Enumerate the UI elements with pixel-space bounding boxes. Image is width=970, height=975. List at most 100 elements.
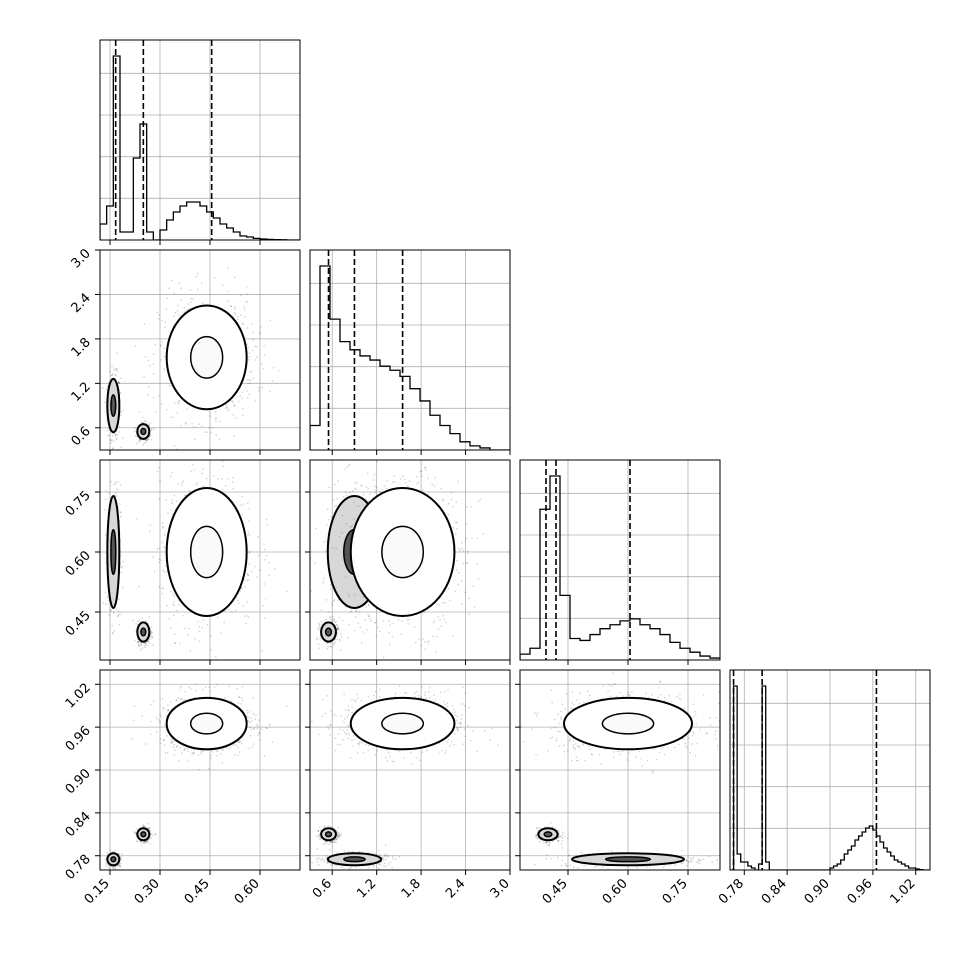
scatter-point: [206, 432, 207, 433]
scatter-point: [330, 643, 331, 644]
scatter-point: [158, 318, 159, 319]
scatter-point: [175, 312, 176, 313]
scatter-point: [270, 320, 271, 321]
scatter-point: [251, 323, 252, 324]
scatter-point: [170, 627, 171, 628]
scatter-point: [367, 473, 368, 474]
scatter-point: [222, 285, 223, 286]
scatter-point: [179, 283, 180, 284]
scatter-point: [360, 485, 361, 486]
scatter-point: [452, 635, 453, 636]
scatter-point: [448, 514, 449, 515]
scatter-point: [463, 563, 464, 564]
scatter-point: [215, 420, 216, 421]
scatter-point: [197, 621, 198, 622]
scatter-point: [149, 843, 150, 844]
scatter-point: [237, 319, 238, 320]
scatter-point: [330, 585, 331, 586]
scatter-point: [398, 620, 399, 621]
scatter-point: [333, 642, 334, 643]
scatter-point: [433, 622, 434, 623]
scatter-point: [286, 590, 287, 591]
scatter-point: [383, 656, 384, 657]
scatter-point: [365, 606, 366, 607]
scatter-point: [421, 471, 422, 472]
scatter-point: [216, 434, 217, 435]
scatter-point: [234, 277, 235, 278]
scatter-point: [214, 277, 215, 278]
scatter-point: [256, 346, 257, 347]
scatter-point: [260, 331, 261, 332]
scatter-point: [159, 395, 160, 396]
scatter-point: [461, 580, 462, 581]
y-tick-label: 0.45: [63, 608, 94, 639]
scatter-point: [333, 644, 334, 645]
scatter-point: [211, 635, 212, 636]
scatter-point: [162, 593, 163, 594]
scatter-point: [166, 571, 167, 572]
scatter-point: [393, 475, 394, 476]
scatter-point: [372, 451, 373, 452]
scatter-point: [158, 586, 159, 587]
scatter-point: [163, 348, 164, 349]
scatter-point: [113, 369, 114, 370]
scatter-point: [219, 421, 220, 422]
scatter-point: [152, 632, 153, 633]
scatter-point: [264, 583, 265, 584]
scatter-point: [204, 431, 205, 432]
scatter-point: [245, 616, 246, 617]
scatter-point: [112, 625, 113, 626]
scatter-point: [352, 490, 353, 491]
scatter-point: [254, 401, 255, 402]
y-tick-label: 1.2: [69, 380, 94, 405]
scatter-point: [435, 651, 436, 652]
scatter-point: [434, 477, 435, 478]
scatter-point: [120, 572, 121, 573]
scatter-point: [201, 426, 202, 427]
scatter-point: [318, 643, 319, 644]
scatter-point: [348, 624, 349, 625]
scatter-point: [112, 435, 113, 436]
scatter-point: [107, 435, 108, 436]
scatter-point: [162, 542, 163, 543]
scatter-point: [114, 630, 115, 631]
scatter-point: [181, 485, 182, 486]
scatter-point: [329, 616, 330, 617]
scatter-point: [247, 502, 248, 503]
scatter-point: [350, 526, 351, 527]
scatter-point: [196, 455, 197, 456]
scatter-point: [160, 344, 161, 345]
scatter-point: [394, 481, 395, 482]
scatter-point: [456, 501, 457, 502]
scatter-point: [376, 461, 377, 462]
scatter-point: [190, 650, 191, 651]
scatter-point: [381, 489, 382, 490]
scatter-point: [440, 488, 441, 489]
scatter-point: [134, 430, 135, 431]
scatter-point: [368, 604, 369, 605]
scatter-point: [235, 610, 236, 611]
scatter-point: [409, 481, 410, 482]
scatter-point: [250, 380, 251, 381]
scatter-point: [369, 494, 370, 495]
scatter-point: [244, 309, 245, 310]
scatter-point: [199, 631, 200, 632]
scatter-point: [165, 308, 166, 309]
scatter-point: [263, 345, 264, 346]
scatter-point: [330, 646, 331, 647]
scatter-point: [379, 631, 380, 632]
scatter-point: [174, 316, 175, 317]
contour-inner: [326, 628, 332, 636]
scatter-point: [316, 639, 317, 640]
scatter-point: [476, 563, 477, 564]
scatter-point: [120, 511, 121, 512]
scatter-point: [247, 390, 248, 391]
scatter-point: [219, 439, 220, 440]
scatter-point: [235, 417, 236, 418]
scatter-point: [148, 386, 149, 387]
scatter-point: [161, 559, 162, 560]
scatter-point: [118, 598, 119, 599]
scatter-point: [264, 559, 265, 560]
scatter-point: [196, 427, 197, 428]
